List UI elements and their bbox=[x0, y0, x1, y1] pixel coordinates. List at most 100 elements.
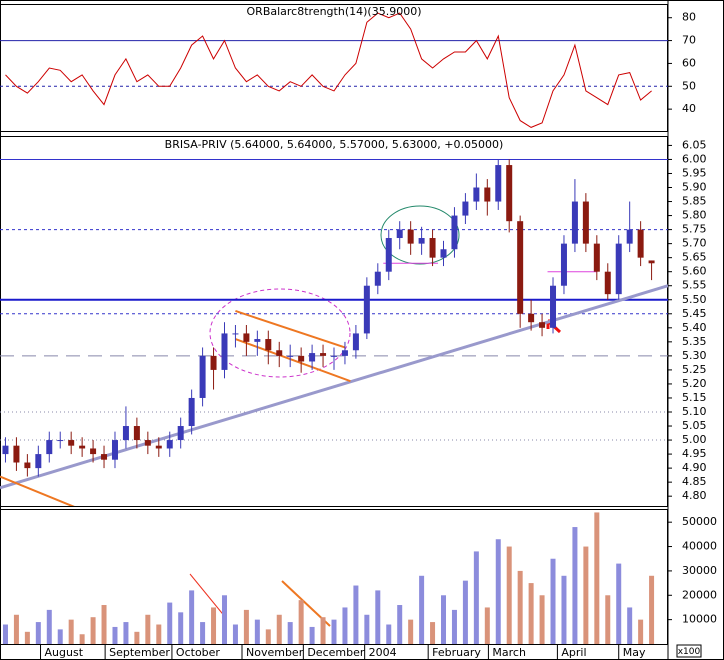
y-tick-label: 40000 bbox=[682, 540, 717, 553]
y-tick-label: 50 bbox=[682, 79, 696, 92]
candle-body bbox=[462, 201, 469, 216]
candle-body bbox=[582, 201, 589, 244]
volume-bar bbox=[167, 602, 173, 644]
x-tick-label: April bbox=[561, 646, 586, 659]
volume-bar bbox=[24, 631, 30, 644]
volume-bar bbox=[254, 619, 260, 644]
candle-body bbox=[111, 440, 118, 460]
volume-bar bbox=[57, 629, 63, 644]
candle-body bbox=[593, 243, 600, 272]
y-tick-label: 5.20 bbox=[682, 377, 707, 390]
candle-body bbox=[440, 249, 447, 258]
candle-body bbox=[517, 221, 524, 314]
plot-area bbox=[0, 12, 668, 128]
volume-bar bbox=[221, 595, 227, 644]
x-tick-label: September bbox=[109, 646, 170, 659]
y-tick-label: 6.00 bbox=[682, 152, 707, 165]
y-tick-label: 10000 bbox=[682, 613, 717, 626]
volume-bar bbox=[649, 575, 655, 644]
trend-line bbox=[0, 475, 75, 506]
candle-body bbox=[210, 355, 217, 370]
candle-body bbox=[79, 445, 86, 449]
candle-body bbox=[188, 397, 195, 427]
candle-body bbox=[539, 322, 546, 328]
volume-bar bbox=[331, 619, 337, 644]
candle-body bbox=[451, 215, 458, 250]
y-tick-label: 50000 bbox=[682, 515, 717, 528]
volume-bar bbox=[386, 624, 392, 644]
candle-body bbox=[221, 333, 228, 370]
panel-title: BRISA-PRIV (5.64000, 5.64000, 5.57000, 5… bbox=[165, 138, 504, 151]
volume-bar bbox=[101, 605, 107, 644]
volume-bar bbox=[298, 600, 304, 644]
volume-bar bbox=[265, 629, 271, 644]
y-tick-label: 20000 bbox=[682, 588, 717, 601]
volume-bar bbox=[517, 570, 523, 644]
volume-bar bbox=[189, 590, 195, 644]
annotation-line bbox=[189, 573, 227, 619]
candle-body bbox=[144, 440, 151, 446]
volume-bar bbox=[243, 609, 249, 644]
candle-body bbox=[101, 454, 108, 460]
volume-bar bbox=[616, 563, 622, 644]
candle-body bbox=[265, 339, 272, 351]
volume-bar bbox=[430, 622, 436, 644]
candle-body bbox=[626, 229, 633, 244]
trend-line bbox=[0, 284, 668, 490]
candle-body bbox=[418, 238, 425, 244]
volume-bar bbox=[462, 580, 468, 644]
unit-box bbox=[676, 644, 702, 658]
x-tick-label: November bbox=[246, 646, 304, 659]
candle-body bbox=[155, 445, 162, 449]
candle-body bbox=[352, 333, 359, 351]
volume-bar bbox=[68, 619, 74, 644]
candle-body bbox=[320, 353, 327, 356]
candle-body bbox=[133, 426, 140, 441]
volume-bar bbox=[13, 614, 19, 644]
y-tick-label: 5.05 bbox=[682, 419, 707, 432]
x-tick-label: 2004 bbox=[369, 646, 397, 659]
trend-line bbox=[235, 338, 351, 383]
volume-bar bbox=[35, 622, 41, 644]
candle-body bbox=[232, 333, 239, 335]
candle-body bbox=[506, 165, 513, 222]
candle-body bbox=[374, 271, 381, 286]
volume-bar bbox=[375, 590, 381, 644]
volume-bar bbox=[90, 617, 96, 644]
y-tick-label: 5.85 bbox=[682, 195, 707, 208]
volume-bar bbox=[408, 619, 414, 644]
panel-title: ORBalarc8trength(14)(35.9000) bbox=[247, 5, 422, 18]
volume-bar bbox=[211, 607, 217, 644]
y-tick-label: 6.05 bbox=[682, 138, 707, 151]
candle-body bbox=[309, 353, 316, 362]
candle-body bbox=[528, 313, 535, 323]
volume-bar bbox=[309, 626, 315, 644]
candle-body bbox=[385, 238, 392, 272]
candle-body bbox=[298, 355, 305, 362]
candle-body bbox=[637, 229, 644, 258]
candle-body bbox=[473, 187, 480, 202]
x-tick-label: October bbox=[176, 646, 220, 659]
y-tick-label: 5.65 bbox=[682, 251, 707, 264]
volume-bar bbox=[364, 614, 370, 644]
y-tick-label: 5.60 bbox=[682, 265, 707, 278]
volume-bar bbox=[134, 631, 140, 644]
candle-body bbox=[604, 271, 611, 295]
y-tick-label: 5.70 bbox=[682, 237, 707, 250]
volume-bar bbox=[342, 607, 348, 644]
candle-body bbox=[199, 355, 206, 398]
volume-bar bbox=[232, 624, 238, 644]
x-tick-label: August bbox=[45, 646, 84, 659]
candle-body bbox=[276, 350, 283, 356]
volume-bar bbox=[2, 624, 8, 644]
trend-line bbox=[235, 310, 346, 349]
volume-bar bbox=[46, 609, 52, 644]
candle-body bbox=[341, 350, 348, 356]
candle-body bbox=[363, 285, 370, 334]
candle-body bbox=[166, 440, 173, 449]
volume-bar bbox=[200, 622, 206, 644]
volume-bar bbox=[583, 546, 589, 644]
candle-body bbox=[46, 440, 53, 455]
candle-body bbox=[2, 445, 9, 455]
